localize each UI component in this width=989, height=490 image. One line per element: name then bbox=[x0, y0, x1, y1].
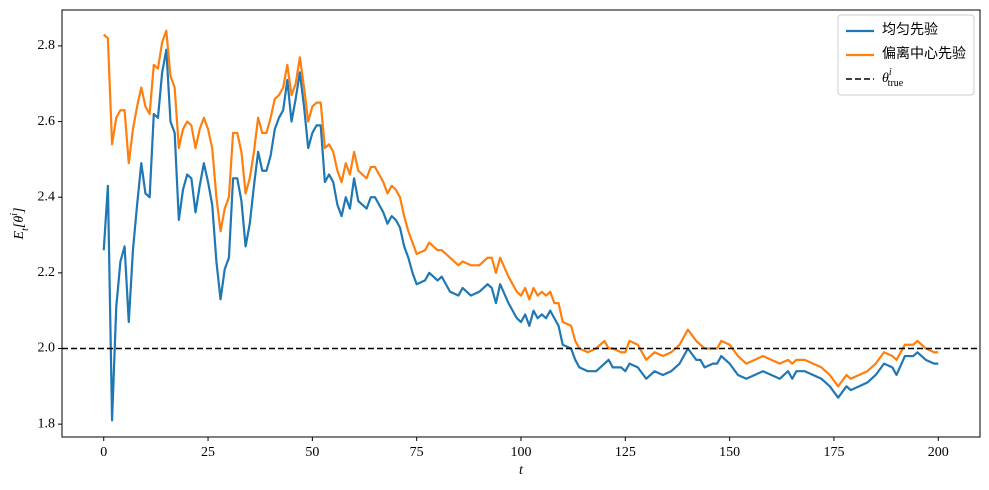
y-axis-label-part: E bbox=[12, 230, 27, 240]
x-tick-label: 25 bbox=[201, 445, 215, 460]
legend-box bbox=[837, 14, 975, 96]
x-tick-label: 0 bbox=[100, 445, 107, 460]
legend-label-part: θ bbox=[882, 71, 889, 86]
x-tick-label: 75 bbox=[410, 445, 424, 460]
x-tick-label: 100 bbox=[511, 445, 532, 460]
legend-label: 偏离中心先验 bbox=[882, 45, 966, 62]
x-tick-label: 125 bbox=[615, 445, 636, 460]
x-tick-label: 50 bbox=[305, 445, 319, 460]
y-axis-label-part: ] bbox=[12, 208, 27, 214]
series-line bbox=[102, 48, 939, 422]
y-tick-label: 1.8 bbox=[38, 416, 56, 431]
legend-label: 均匀先验 bbox=[882, 22, 938, 38]
y-tick-label: 2.2 bbox=[38, 265, 56, 280]
y-axis-label: Et[θi] bbox=[9, 208, 31, 241]
y-axis-label-part: [θ bbox=[12, 216, 27, 228]
y-axis-label-part: t bbox=[20, 228, 31, 231]
legend-label-part: true bbox=[888, 78, 904, 89]
x-axis-label: t bbox=[519, 463, 524, 478]
y-tick-label: 2.0 bbox=[38, 341, 56, 356]
legend-label: θi true bbox=[882, 67, 904, 89]
y-axis-label-part: i bbox=[9, 213, 20, 216]
y-tick-label: 2.4 bbox=[38, 189, 56, 204]
plot-frame bbox=[61, 9, 981, 438]
x-tick-label: 200 bbox=[928, 445, 949, 460]
series-line bbox=[102, 29, 939, 388]
x-tick-label: 175 bbox=[823, 445, 844, 460]
y-tick-label: 2.8 bbox=[38, 38, 56, 53]
y-tick-label: 2.6 bbox=[38, 114, 56, 129]
legend-label-part: i bbox=[889, 67, 892, 78]
x-tick-label: 150 bbox=[719, 445, 740, 460]
